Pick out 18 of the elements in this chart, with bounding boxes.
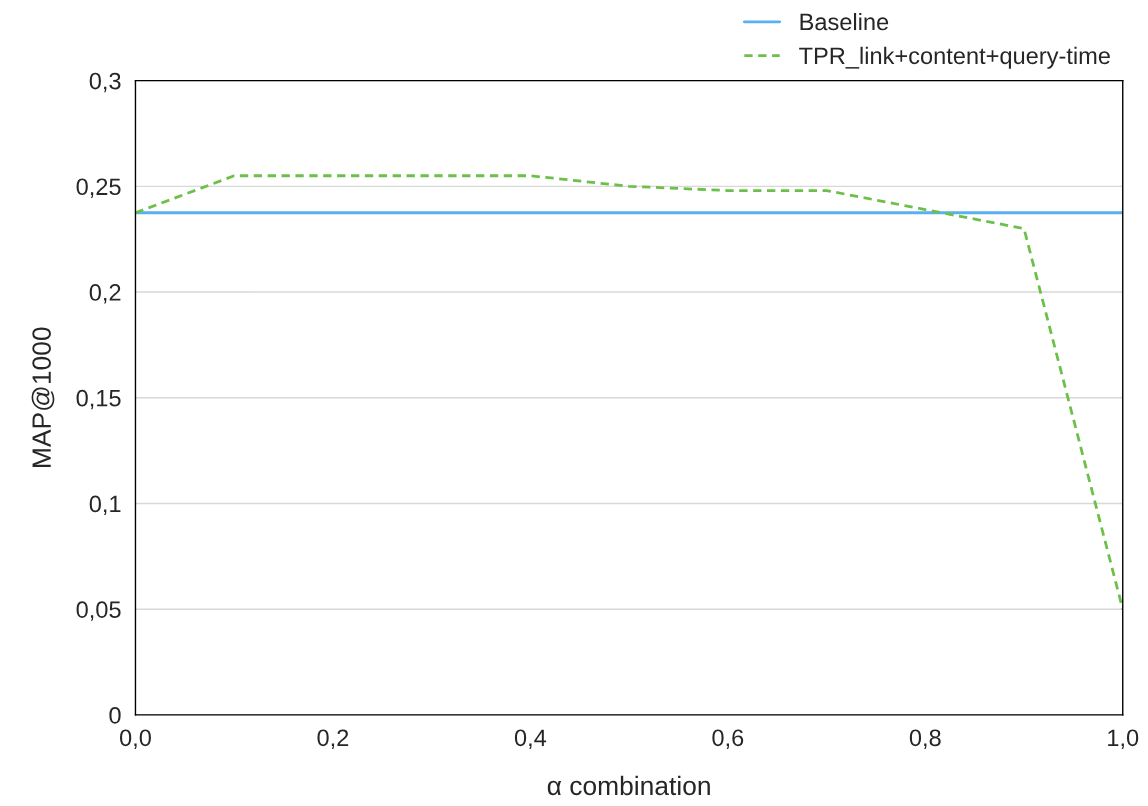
x-tick-label: 0,2 xyxy=(317,729,349,749)
y-tick-label: 0,25 xyxy=(76,178,121,198)
legend-label: TPR_link+content+query-time xyxy=(799,46,1110,69)
x-tick-label: 0,4 xyxy=(514,729,547,749)
legend-label: Baseline xyxy=(800,12,889,31)
line-series xyxy=(135,174,1123,611)
y-tick-label: 0,2 xyxy=(89,284,121,304)
x-axis-title: α combination xyxy=(547,775,710,796)
y-tick-label: 0,3 xyxy=(89,72,121,93)
x-tick-label: 1,0 xyxy=(1108,729,1139,749)
x-tick-label: 0,6 xyxy=(712,729,744,749)
y-tick-label: 0 xyxy=(109,706,121,724)
y-tick-label: 0,15 xyxy=(76,389,121,410)
x-tick-label: 0,8 xyxy=(909,729,941,749)
y-axis-title: MAP@1000 xyxy=(31,327,55,467)
y-tick-label: 0,1 xyxy=(89,495,121,516)
y-tick-label: 0,05 xyxy=(76,601,121,621)
x-tick-label: 0,0 xyxy=(119,729,151,749)
